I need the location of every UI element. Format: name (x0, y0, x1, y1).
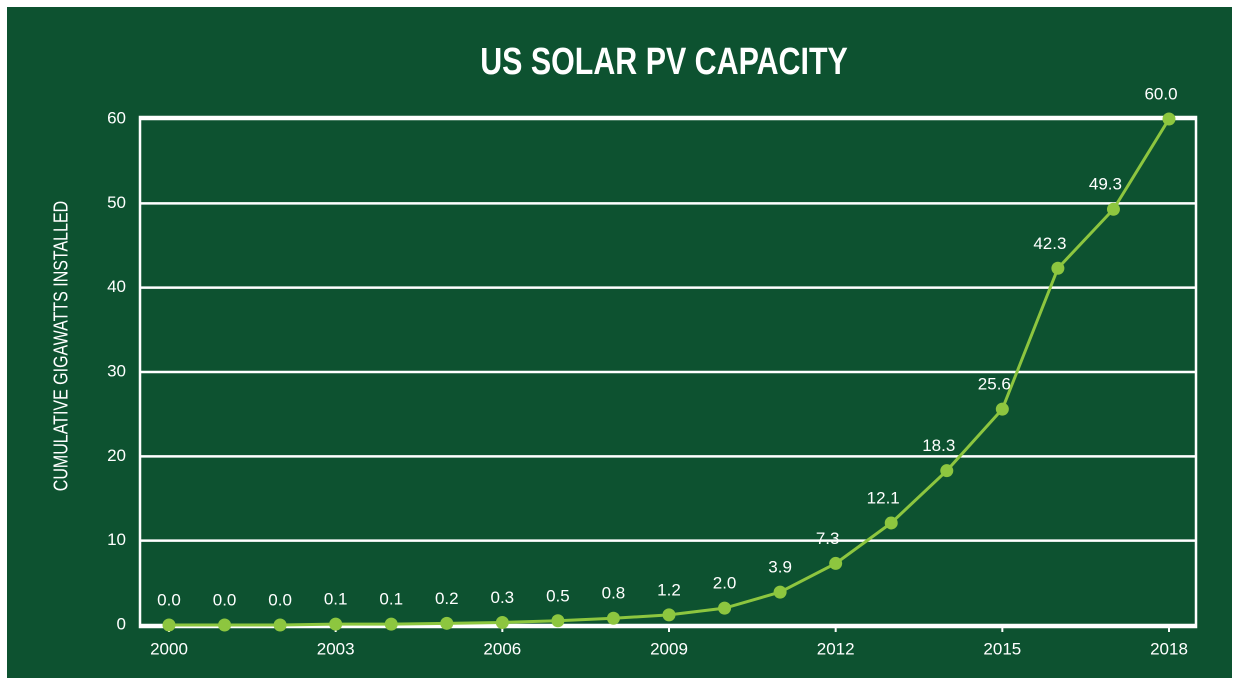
x-tick-label: 2006 (483, 639, 521, 658)
data-label: 49.3 (1089, 175, 1122, 194)
x-tick-label: 2015 (983, 639, 1021, 658)
data-label: 0.1 (324, 590, 348, 609)
data-point (384, 617, 398, 631)
data-label: 0.2 (435, 589, 459, 608)
data-label: 0.8 (602, 584, 626, 603)
data-point (662, 608, 676, 622)
data-point (440, 616, 454, 630)
x-tick-label: 2000 (150, 639, 188, 658)
y-tick-label: 30 (107, 361, 126, 380)
data-point (773, 585, 787, 599)
data-label: 0.3 (491, 588, 515, 607)
data-point (162, 618, 176, 632)
x-tick-label: 2012 (817, 639, 855, 658)
data-label: 18.3 (922, 436, 955, 455)
data-point (606, 611, 620, 625)
x-tick-label: 2003 (317, 639, 355, 658)
data-label: 1.2 (657, 580, 681, 599)
data-label: 25.6 (978, 375, 1011, 394)
data-label: 2.0 (713, 574, 737, 593)
y-tick-label: 0 (117, 614, 126, 633)
chart-title: US SOLAR PV CAPACITY (480, 41, 848, 83)
x-tick-label: 2009 (650, 639, 688, 658)
background (7, 7, 1232, 678)
data-point (995, 402, 1009, 416)
data-point (1162, 112, 1176, 126)
data-point (829, 556, 843, 570)
data-label: 3.9 (768, 558, 792, 577)
data-point (495, 615, 509, 629)
data-label: 0.0 (213, 590, 237, 609)
data-point (218, 618, 232, 632)
y-tick-label: 60 (107, 108, 126, 127)
data-label: 0.0 (157, 590, 181, 609)
data-label: 42.3 (1033, 234, 1066, 253)
data-label: 7.3 (816, 529, 840, 548)
data-point (329, 617, 343, 631)
data-label: 60.0 (1144, 84, 1177, 103)
y-tick-label: 20 (107, 446, 126, 465)
data-point (1051, 261, 1065, 275)
y-tick-label: 50 (107, 193, 126, 212)
data-label: 0.0 (268, 590, 292, 609)
data-point (1106, 202, 1120, 216)
data-label: 12.1 (867, 488, 900, 507)
y-tick-label: 10 (107, 530, 126, 549)
y-tick-label: 40 (107, 277, 126, 296)
data-point (884, 516, 898, 530)
data-point (940, 464, 954, 478)
data-label: 0.1 (379, 590, 403, 609)
data-point (718, 601, 732, 615)
x-tick-label: 2018 (1150, 639, 1188, 658)
data-label: 0.5 (546, 586, 570, 605)
data-point (551, 614, 565, 628)
data-point (273, 618, 287, 632)
y-axis-label: CUMULATIVE GIGAWATTS INSTALLED (50, 201, 72, 491)
